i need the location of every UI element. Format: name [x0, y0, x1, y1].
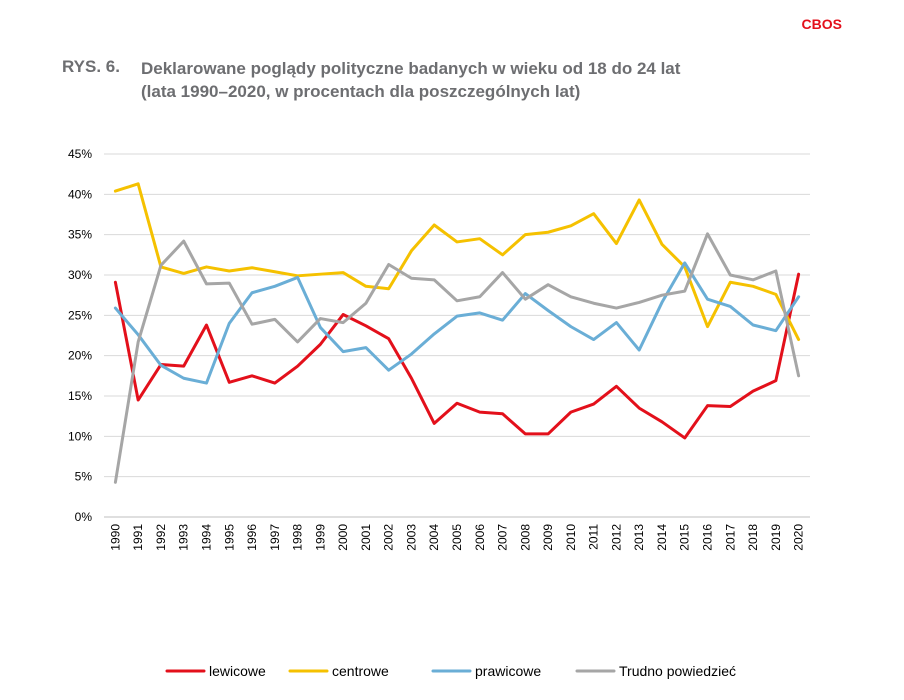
x-tick-label: 2005 — [450, 524, 464, 551]
legend-label: prawicowe — [475, 663, 541, 679]
y-tick-label: 35% — [68, 228, 92, 242]
legend-item-centrowe: centrowe — [288, 663, 389, 679]
figure-number: RYS. 6. — [62, 57, 120, 76]
legend-label: centrowe — [332, 663, 389, 679]
chart-title-line-1: Deklarowane poglądy polityczne badanych … — [141, 59, 681, 78]
legend-label: Trudno powiedzieć — [619, 663, 736, 679]
y-tick-label: 10% — [68, 429, 92, 443]
x-tick-label: 2000 — [336, 524, 350, 551]
x-tick-label: 2017 — [723, 524, 737, 551]
y-tick-label: 30% — [68, 268, 92, 282]
y-tick-label: 5% — [75, 470, 93, 484]
x-tick-label: 2008 — [518, 524, 532, 551]
x-tick-label: 2012 — [609, 524, 623, 551]
x-tick-label: 2011 — [587, 524, 601, 550]
x-tick-label: 1995 — [222, 524, 236, 551]
series-lines — [113, 182, 801, 484]
x-tick-label: 1996 — [245, 524, 259, 551]
x-tick-label: 2003 — [404, 524, 418, 551]
y-tick-label: 15% — [68, 389, 92, 403]
y-tick-label: 45% — [68, 147, 92, 161]
x-tick-label: 2013 — [632, 524, 646, 551]
y-tick-label: 40% — [68, 187, 92, 201]
brand-logo: CBOS — [801, 16, 842, 32]
y-tick-label: 25% — [68, 308, 92, 322]
legend-item-prawicowe: prawicowe — [431, 663, 541, 679]
chart-title: Deklarowane poglądy polityczne badanych … — [141, 57, 680, 103]
x-tick-label: 2001 — [359, 524, 373, 551]
y-axis: 0% 5% 10% 15% 20% 25% 30% 35% 40% 45% — [68, 147, 92, 524]
legend: lewicowe centrowe prawicowe Trudno powiedzi… — [165, 663, 736, 679]
x-tick-label: 1999 — [313, 524, 327, 551]
x-tick-label: 2004 — [427, 524, 441, 551]
series-line-trudno-powiedzieć — [113, 232, 801, 484]
legend-label: lewicowe — [209, 663, 266, 679]
x-tick-label: 1994 — [199, 524, 213, 551]
x-tick-label: 2014 — [655, 524, 669, 551]
series-line-prawicowe — [113, 261, 801, 385]
y-tick-label: 20% — [68, 349, 92, 363]
legend-item-trudno-powiedzieć: Trudno powiedzieć — [575, 663, 736, 679]
y-tick-label: 0% — [75, 510, 93, 524]
x-tick-label: 2006 — [473, 524, 487, 551]
x-tick-label: 2020 — [792, 524, 806, 551]
x-tick-label: 2010 — [564, 524, 578, 551]
x-tick-label: 1998 — [291, 524, 305, 551]
x-tick-label: 1992 — [154, 524, 168, 551]
x-tick-label: 2007 — [496, 524, 510, 551]
x-tick-label: 2018 — [746, 524, 760, 551]
x-tick-label: 2002 — [382, 524, 396, 551]
x-tick-label: 2019 — [769, 524, 783, 551]
x-tick-label: 1993 — [177, 524, 191, 551]
x-tick-label: 1991 — [131, 524, 145, 551]
x-tick-label: 2009 — [541, 524, 555, 551]
x-tick-label: 2015 — [678, 524, 692, 551]
x-tick-label: 1990 — [108, 524, 122, 551]
chart-title-line-2: (lata 1990–2020, w procentach dla poszcz… — [141, 82, 581, 101]
x-tick-label: 2016 — [701, 524, 715, 551]
x-tick-label: 1997 — [268, 524, 282, 551]
x-axis: 1990 1991 1992 1993 1994 1995 1996 1997 1998 1999… — [108, 524, 805, 551]
legend-item-lewicowe: lewicowe — [165, 663, 266, 679]
